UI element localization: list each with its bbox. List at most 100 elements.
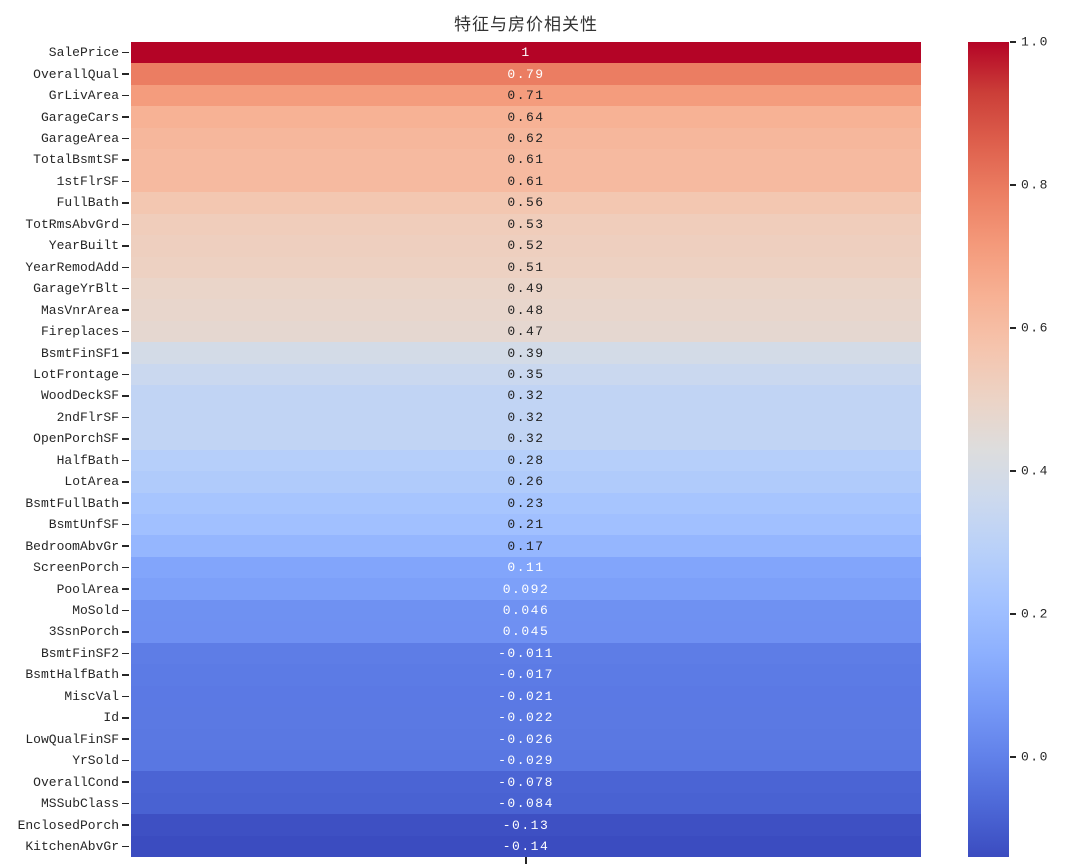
heatmap-cell: 0.046 (131, 599, 921, 622)
cell-annotation: 0.28 (507, 452, 545, 468)
colorbar-tick-label: 0.4 (1021, 463, 1049, 479)
heatmap-cell: 0.26 (131, 471, 921, 493)
y-tick-row: OverallQual (0, 63, 131, 84)
y-tick-row: ScreenPorch (0, 557, 131, 578)
cell-annotation: -0.011 (498, 645, 554, 661)
y-tick-row: YrSold (0, 750, 131, 771)
cell-annotation: 0.32 (507, 388, 545, 404)
y-tick-mark (122, 395, 129, 397)
y-tick-label: MoSold (72, 603, 119, 618)
y-tick-mark (122, 481, 129, 483)
heatmap-cell: 0.47 (131, 320, 921, 343)
cell-annotation: 0.35 (507, 367, 545, 383)
y-tick-row: BsmtHalfBath (0, 664, 131, 685)
y-tick-mark (122, 245, 129, 247)
heatmap-cell: 0.71 (131, 84, 921, 107)
cell-annotation: 0.51 (507, 259, 545, 275)
y-tick-mark (122, 137, 129, 140)
cell-annotation: 0.47 (507, 324, 545, 340)
colorbar-tick-mark (1010, 613, 1016, 615)
cell-annotation: 0.52 (507, 238, 545, 254)
y-tick-mark (122, 759, 129, 762)
y-tick-row: LotArea (0, 471, 131, 492)
cell-annotation: 0.11 (507, 560, 545, 576)
y-tick-mark (122, 94, 129, 97)
colorbar-tick-mark (1010, 41, 1016, 43)
heatmap-cell: -0.084 (131, 792, 921, 815)
y-tick-mark (122, 717, 129, 719)
y-tick-label: 1stFlrSF (56, 173, 119, 189)
y-tick-mark (122, 695, 129, 698)
heatmap-cell: -0.029 (131, 749, 921, 772)
y-tick-label: PoolArea (56, 581, 119, 597)
y-tick-row: TotRmsAbvGrd (0, 214, 131, 235)
y-tick-label: SalePrice (48, 45, 119, 61)
heatmap-cell: 0.61 (131, 170, 921, 193)
y-tick-row: KitchenAbvGr (0, 836, 131, 857)
heatmap-cell: -0.011 (131, 642, 921, 665)
colorbar-tick-label: 0.0 (1021, 749, 1049, 765)
y-tick-label: TotalBsmtSF (33, 152, 119, 168)
cell-annotation: 0.32 (507, 431, 545, 447)
cell-annotation: 0.49 (507, 281, 545, 297)
y-tick-label: Fireplaces (40, 324, 119, 340)
y-tick-label: 3SsnPorch (48, 624, 119, 640)
cell-annotation: 0.71 (507, 88, 545, 104)
heatmap-cell: 0.49 (131, 277, 921, 300)
y-tick-label: YearRemodAdd (25, 259, 119, 275)
y-tick-mark (122, 566, 129, 569)
y-tick-row: EnclosedPorch (0, 814, 131, 835)
heatmap-cell: -0.022 (131, 707, 921, 729)
colorbar-tick-label: 0.6 (1021, 320, 1049, 336)
cell-annotation: -0.13 (502, 817, 550, 833)
y-tick-label: YearBuilt (48, 238, 119, 254)
y-tick-row: BsmtUnfSF (0, 514, 131, 535)
heatmap-cell: 0.045 (131, 621, 921, 643)
y-tick-label: BsmtFinSF2 (40, 645, 119, 661)
y-tick-row: OverallCond (0, 771, 131, 792)
colorbar-tick-mark (1010, 327, 1016, 329)
y-tick-label: BsmtFullBath (25, 495, 119, 511)
y-tick-row: HalfBath (0, 450, 131, 471)
y-tick-label: GarageCars (40, 109, 119, 125)
cell-annotation: -0.021 (498, 688, 554, 704)
y-tick-row: MSSubClass (0, 793, 131, 814)
heatmap-cell: 0.62 (131, 127, 921, 150)
colorbar-tick-label: 0.8 (1021, 177, 1049, 193)
y-tick-label: MiscVal (64, 688, 119, 704)
y-tick-row: SalePrice (0, 42, 131, 63)
y-tick-label: LotFrontage (33, 367, 119, 383)
cell-annotation: 0.48 (507, 302, 545, 318)
y-tick-mark (122, 674, 129, 676)
x-axis-tick (525, 857, 527, 864)
cell-annotation: -0.026 (498, 731, 554, 747)
y-tick-mark (122, 824, 129, 826)
y-tick-label: LotArea (64, 474, 119, 490)
y-tick-row: Fireplaces (0, 321, 131, 342)
heatmap-cell: 0.23 (131, 492, 921, 514)
y-tick-label: FullBath (56, 195, 119, 211)
heatmap-cell: -0.14 (131, 835, 921, 858)
heatmap-cell: 0.28 (131, 449, 921, 472)
y-tick-mark (122, 609, 129, 612)
chart-title: 特征与房价相关性 (454, 15, 598, 34)
colorbar-tick-mark (1010, 756, 1016, 758)
y-tick-row: MoSold (0, 600, 131, 621)
cell-annotation: 0.53 (507, 216, 545, 232)
heatmap-cell: 0.64 (131, 106, 921, 128)
heatmap-cell: 0.21 (131, 513, 921, 536)
heatmap-cell: 0.35 (131, 363, 921, 386)
y-tick-row: WoodDeckSF (0, 385, 131, 406)
y-tick-mark (122, 266, 129, 268)
y-tick-mark (122, 523, 129, 526)
y-tick-mark (122, 309, 129, 311)
y-tick-label: GrLivArea (48, 88, 119, 104)
heatmap-cell: -0.13 (131, 814, 921, 836)
cell-annotation: -0.017 (498, 667, 554, 683)
cell-annotation: 0.23 (507, 495, 545, 511)
y-tick-mark (122, 223, 129, 226)
cell-annotation: -0.029 (498, 753, 554, 769)
heatmap-cell: 1 (131, 42, 921, 64)
y-tick-mark (122, 202, 129, 204)
